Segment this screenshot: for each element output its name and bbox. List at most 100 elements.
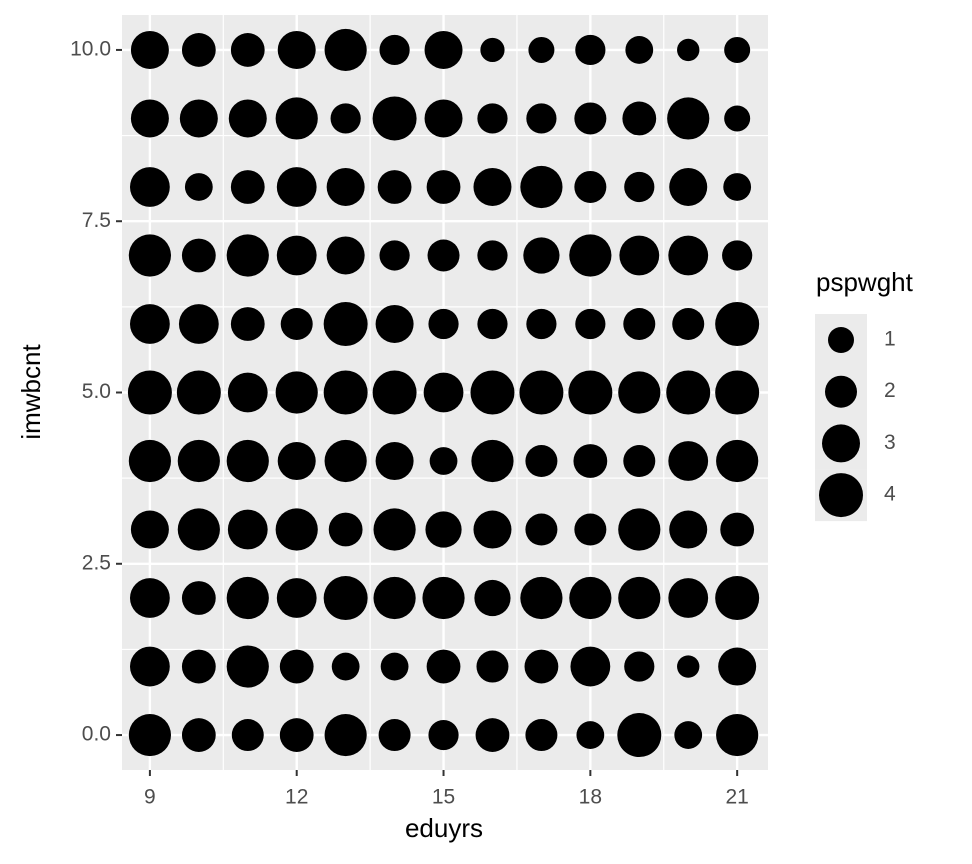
bubble xyxy=(722,240,753,271)
y-tick-label: 7.5 xyxy=(82,209,111,232)
bubble xyxy=(228,99,267,138)
bubble xyxy=(181,581,216,615)
y-tick-label: 10.0 xyxy=(70,37,111,60)
legend-label: 2 xyxy=(884,379,896,402)
bubble xyxy=(372,96,417,141)
bubble xyxy=(624,651,655,682)
bubble xyxy=(128,713,171,757)
bubble xyxy=(129,167,170,207)
bubble xyxy=(226,645,269,688)
bubble xyxy=(275,508,318,551)
bubble xyxy=(525,445,558,478)
x-tick-label: 21 xyxy=(725,786,748,809)
bubble xyxy=(573,444,608,478)
legend-bubble xyxy=(822,424,860,463)
bubble xyxy=(477,308,508,340)
bubble xyxy=(625,36,654,64)
bubble xyxy=(324,28,367,72)
bubble xyxy=(715,301,760,346)
bubble xyxy=(179,99,218,138)
bubble xyxy=(428,719,459,751)
bubble xyxy=(667,97,710,140)
bubble xyxy=(279,718,314,752)
bubble xyxy=(471,439,514,483)
bubble xyxy=(427,239,460,272)
bubble xyxy=(425,511,462,548)
bubble xyxy=(181,33,216,67)
bubble xyxy=(377,170,412,204)
bubble xyxy=(230,170,265,204)
bubble xyxy=(672,307,705,340)
bubble xyxy=(227,509,268,550)
bubble xyxy=(375,304,414,343)
bubble xyxy=(231,719,264,752)
bubble xyxy=(526,103,557,134)
bubble xyxy=(375,442,414,481)
bubble xyxy=(277,30,316,69)
legend-title: pspwght xyxy=(816,267,914,297)
y-tick-label: 5.0 xyxy=(82,380,111,403)
bubble xyxy=(429,447,458,475)
bubble xyxy=(473,167,512,206)
bubble xyxy=(574,102,607,135)
bubble xyxy=(324,439,367,483)
bubble xyxy=(519,370,564,415)
bubble xyxy=(130,99,169,138)
bubble xyxy=(129,304,170,344)
legend-label: 3 xyxy=(884,431,896,454)
bubble xyxy=(426,170,461,204)
bubble xyxy=(576,721,605,749)
bubble xyxy=(677,655,700,678)
bubble xyxy=(423,372,464,413)
bubble xyxy=(525,719,558,752)
bubble xyxy=(324,713,367,757)
bubble xyxy=(177,439,220,483)
bubble xyxy=(379,240,410,271)
bubble xyxy=(177,508,220,551)
bubble xyxy=(424,30,463,69)
bubble xyxy=(574,170,607,203)
bubble xyxy=(276,578,317,618)
bubble xyxy=(470,370,515,415)
y-axis-title: imwbcnt xyxy=(16,344,46,440)
bubble xyxy=(716,713,759,757)
bubble xyxy=(666,370,711,415)
bubble xyxy=(723,173,752,201)
bubble xyxy=(520,165,563,209)
bubble xyxy=(715,576,760,621)
bubble xyxy=(716,439,759,483)
bubble xyxy=(715,370,760,415)
bubble xyxy=(181,238,216,273)
bubble xyxy=(326,236,365,275)
bubble xyxy=(373,576,416,620)
x-tick-label: 18 xyxy=(579,786,602,809)
bubble xyxy=(178,304,219,344)
legend-bubble xyxy=(828,327,854,353)
bubble xyxy=(668,441,709,481)
bubble xyxy=(275,97,318,140)
bubble xyxy=(525,513,558,546)
bubble xyxy=(618,371,661,414)
bubble xyxy=(326,167,365,206)
bubble xyxy=(372,370,417,415)
bubble xyxy=(528,36,555,63)
bubble xyxy=(128,234,171,277)
bubble xyxy=(323,576,368,621)
bubble xyxy=(574,513,607,546)
bubble xyxy=(575,308,606,340)
bubble xyxy=(720,512,755,547)
bubble xyxy=(128,439,171,483)
bubble xyxy=(275,371,318,414)
bubble xyxy=(277,442,316,481)
bubble xyxy=(373,508,416,551)
bubble xyxy=(184,173,213,201)
bubble xyxy=(622,101,657,136)
bubble xyxy=(669,167,708,206)
bubble xyxy=(617,713,662,758)
y-tick-label: 2.5 xyxy=(82,551,111,574)
bubble xyxy=(523,237,560,274)
bubble xyxy=(181,649,216,684)
bubble xyxy=(668,578,709,618)
bubble xyxy=(328,512,363,547)
